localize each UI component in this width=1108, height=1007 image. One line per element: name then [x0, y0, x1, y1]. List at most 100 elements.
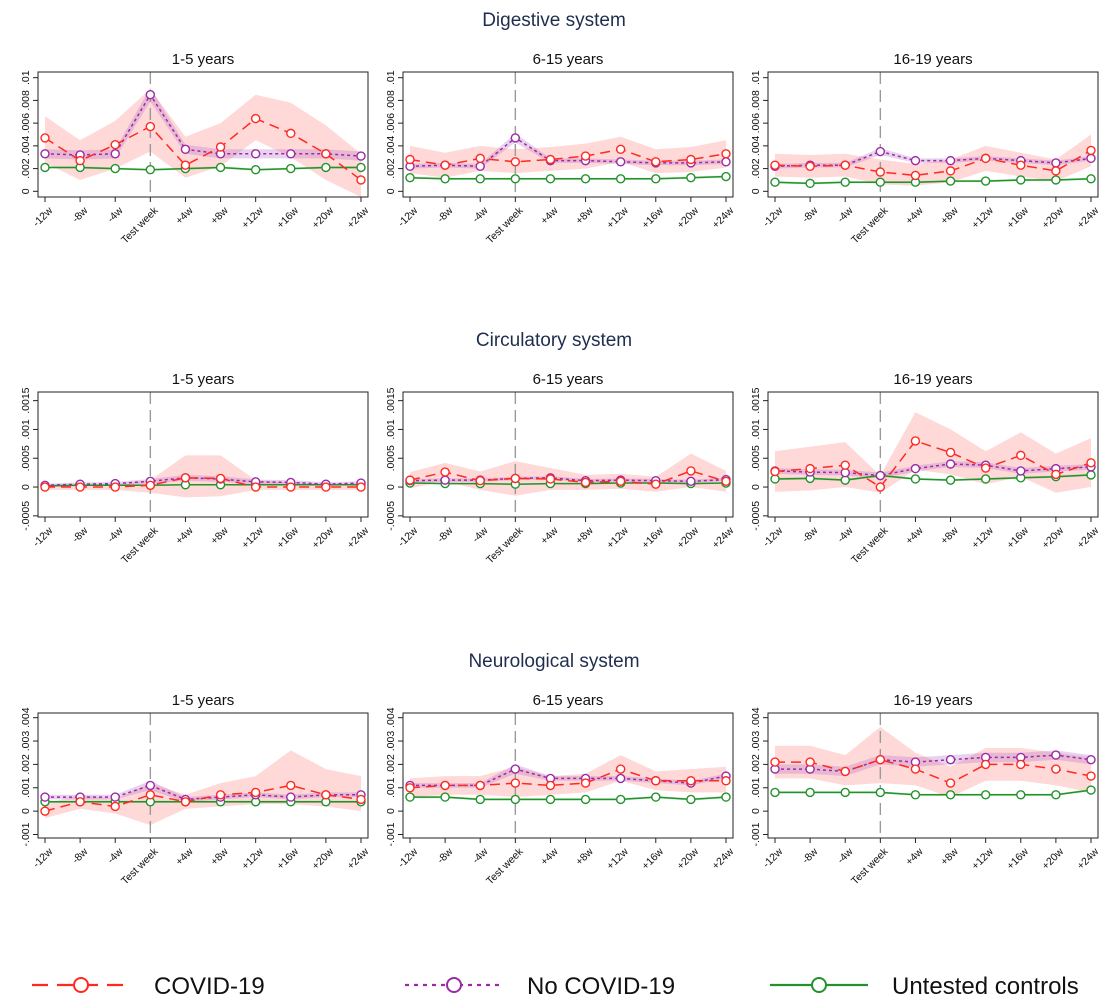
plot-frame [37, 71, 369, 198]
data-point [1051, 166, 1061, 176]
x-tick-label: +12w [239, 204, 266, 231]
section-title: Circulatory system [476, 330, 632, 351]
data-point [1016, 759, 1026, 770]
y-tick-label: 0 [750, 808, 762, 814]
data-point [875, 755, 886, 765]
data-point [75, 797, 85, 807]
chart-panel: 1-5 years -.001 0 .001 .002 .003 .004 -12w -8w -4… [20, 692, 372, 887]
panel-title: 6-15 years [533, 692, 604, 709]
data-point [145, 780, 156, 791]
data-point [651, 479, 661, 489]
data-point [180, 797, 191, 807]
y-tick-label: .0005 [20, 445, 32, 471]
y-tick-label: .002 [20, 754, 32, 775]
data-point [910, 474, 921, 484]
legend-label: Untested controls [892, 973, 1079, 1000]
x-tick-label: +12w [969, 845, 996, 872]
x-tick-label: +24w [345, 845, 372, 872]
data-point [770, 757, 780, 767]
data-point [615, 476, 626, 486]
x-tick-label: +12w [604, 204, 631, 231]
y-tick-label: .001 [750, 419, 762, 440]
x-tick-label: +12w [604, 524, 631, 551]
x-tick-label: +8w [573, 845, 596, 868]
data-point [475, 174, 485, 184]
series-line [44, 483, 361, 487]
y-tick-label: .001 [385, 419, 397, 440]
y-tick-label: .001 [385, 777, 397, 798]
data-point [1051, 469, 1061, 480]
data-point [875, 787, 886, 798]
x-tick-label: +24w [710, 845, 737, 872]
data-point [1086, 771, 1096, 781]
data-point [1086, 153, 1096, 164]
series-line [409, 148, 727, 166]
y-tick-label: 0 [385, 484, 397, 490]
data-point [1086, 755, 1096, 765]
data-point [286, 163, 296, 174]
data-point [321, 162, 331, 173]
confidence-band [410, 453, 726, 496]
data-point [910, 463, 921, 474]
data-point [145, 165, 156, 175]
data-point [651, 776, 661, 786]
x-tick-label: +24w [710, 524, 737, 551]
y-tick-label: .003 [385, 731, 397, 752]
chart-panel: 6-15 years 0 .002 .004.006 .008 .01 -12w -8w -4w… [385, 51, 737, 246]
y-tick-label: .006 [20, 113, 32, 134]
data-point [945, 166, 956, 176]
data-point [40, 482, 50, 492]
y-tick-label: 0 [750, 188, 762, 194]
x-tick-label: +24w [1075, 524, 1102, 551]
y-tick-label: 0 [20, 188, 32, 194]
x-tick-label: +4w [173, 845, 196, 868]
data-point [440, 467, 450, 477]
data-point [580, 174, 591, 184]
data-point [805, 178, 815, 189]
data-point [356, 794, 366, 805]
data-point [110, 482, 120, 492]
x-tick-label: +8w [208, 524, 231, 547]
x-tick-label: +12w [969, 204, 996, 231]
x-tick-label: Test week [119, 845, 161, 887]
plot-frame [402, 71, 734, 198]
data-point [180, 160, 191, 170]
data-point [721, 476, 731, 486]
data-point [1016, 790, 1026, 800]
y-tick-label: .0015 [20, 387, 32, 413]
data-point [475, 794, 485, 805]
data-point [910, 764, 921, 774]
series-line [774, 463, 1092, 477]
x-tick-label: +16w [640, 845, 667, 872]
x-tick-label: +24w [345, 204, 372, 231]
confidence-band [45, 89, 361, 197]
series-line [409, 768, 726, 789]
series-line [44, 477, 362, 487]
data-point [910, 170, 921, 181]
data-point [215, 790, 226, 800]
y-tick-label: -.0005 [385, 501, 397, 531]
y-tick-label: .002 [385, 754, 397, 775]
data-point [356, 162, 366, 173]
chart-panel: 16-19 years -.001 0 .001 .002 .003 .004 -12w -8w… [750, 692, 1102, 887]
data-point [840, 177, 850, 187]
x-tick-label: +20w [310, 524, 337, 551]
data-point [945, 155, 956, 166]
confidence-band [775, 727, 1091, 798]
data-point [770, 787, 780, 798]
data-point [286, 128, 296, 139]
data-point [250, 113, 261, 124]
x-tick-label: -4w [105, 204, 126, 225]
x-tick-label: +20w [675, 845, 702, 872]
data-point [840, 460, 850, 470]
x-tick-label: +20w [1040, 524, 1067, 551]
confidence-band [410, 755, 726, 798]
data-point [1051, 175, 1061, 185]
x-tick-label: -8w [435, 204, 456, 225]
x-tick-label: +16w [275, 524, 302, 551]
series-line [409, 482, 727, 485]
data-point [910, 436, 921, 446]
chart-panel: 16-19 years -.0005 0 .0005 .001 .0015 -12w -8w -… [750, 371, 1102, 566]
data-point [510, 157, 521, 167]
data-point [440, 792, 450, 802]
